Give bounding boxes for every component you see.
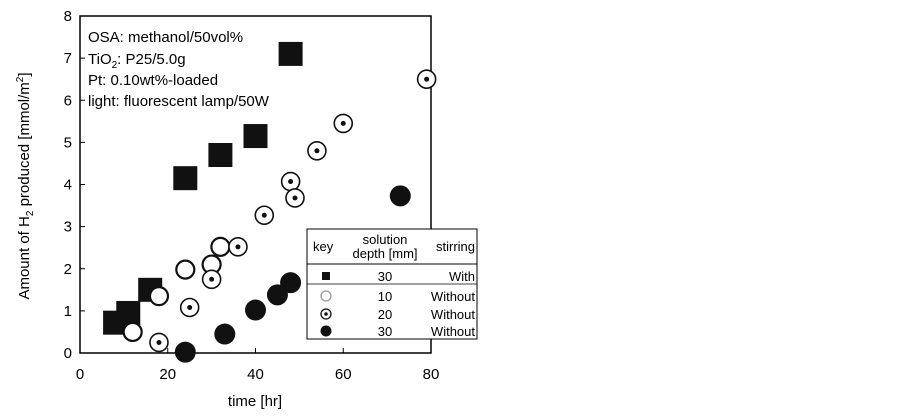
data-point-open-circle — [122, 321, 143, 343]
legend-depth: 30 — [378, 324, 392, 339]
x-tick-label: 80 — [423, 366, 440, 383]
annotation-light: light: fluorescent lamp/50W — [88, 93, 270, 110]
legend-rows: 30 With 10 Without 20 Without 30 Without — [320, 269, 475, 339]
y-tick-label: 0 — [64, 345, 72, 362]
data-point-dot-circle — [333, 113, 354, 134]
data-points — [103, 41, 437, 363]
legend-marker-open-circle — [320, 290, 332, 302]
x-axis-title: time [hr] — [228, 393, 282, 410]
data-point-square — [173, 166, 198, 191]
y-tick-label: 7 — [64, 50, 72, 67]
y-tick-label: 4 — [64, 177, 72, 194]
y-tick-label: 5 — [64, 134, 72, 151]
legend-row-dot-circle: 20 Without — [320, 307, 475, 322]
y-tick-label: 3 — [64, 219, 72, 236]
data-point-filled-circle — [174, 341, 196, 363]
legend-row-filled-circle: 30 Without — [320, 324, 475, 339]
annotation-pt: Pt: 0.10wt%-loaded — [88, 72, 218, 89]
x-axis: 0 20 40 60 80 — [76, 348, 440, 383]
data-point-dot-circle — [201, 269, 222, 290]
data-point-open-circle — [175, 259, 196, 280]
legend-header-depth-line1: solution — [363, 232, 408, 247]
legend-header-key: key — [313, 239, 334, 254]
data-point-dot-circle — [285, 188, 305, 208]
legend-marker-filled-circle — [320, 325, 332, 337]
legend: key solution depth [mm] stirring 30 With 1… — [306, 228, 478, 340]
data-point-dot-circle — [280, 171, 301, 192]
x-tick-label: 60 — [335, 366, 352, 383]
legend-stirring: Without — [431, 289, 475, 304]
data-point-filled-circle — [245, 299, 266, 321]
x-tick-label: 40 — [247, 366, 264, 383]
data-point-square — [278, 41, 303, 66]
data-point-dot-circle — [228, 237, 248, 257]
y-axis: 0 1 2 3 4 5 6 7 8 — [64, 8, 85, 362]
annotation-osa: OSA: methanol/50vol% — [88, 29, 243, 46]
data-point-square — [116, 300, 141, 325]
data-point-square — [208, 143, 233, 168]
y-axis-title: Amount of H2 produced [mmol/m2] — [15, 72, 36, 299]
legend-stirring: Without — [431, 307, 475, 322]
y-tick-label: 8 — [64, 8, 72, 25]
legend-header-stirring: stirring — [436, 239, 475, 254]
data-point-dot-circle — [254, 205, 275, 226]
annotation-block: OSA: methanol/50vol% TiO2: P25/5.0g Pt: … — [88, 29, 270, 110]
data-point-dot-circle — [416, 69, 437, 89]
data-point-open-circle — [148, 286, 170, 307]
legend-row-square: 30 With — [322, 269, 475, 284]
legend-row-open-circle: 10 Without — [320, 289, 475, 304]
legend-stirring: Without — [431, 324, 475, 339]
legend-marker-dot-circle — [320, 308, 332, 320]
data-point-filled-circle — [389, 185, 411, 207]
y-tick-label: 6 — [64, 92, 72, 109]
x-tick-label: 20 — [159, 366, 176, 383]
data-point-filled-circle — [266, 284, 288, 306]
y-tick-label: 1 — [64, 303, 72, 320]
legend-header-depth-line2: depth [mm] — [352, 246, 417, 261]
legend-marker-square — [322, 272, 330, 280]
annotation-tio2: TiO2: P25/5.0g — [88, 51, 186, 71]
x-tick-label: 0 — [76, 366, 84, 383]
data-point-dot-circle — [307, 141, 327, 161]
legend-stirring: With — [449, 269, 475, 284]
legend-depth: 30 — [378, 269, 392, 284]
data-point-dot-circle — [179, 297, 200, 318]
data-point-open-circle — [210, 236, 231, 257]
data-point-filled-circle — [214, 323, 236, 345]
data-point-square — [243, 124, 268, 149]
data-point-dot-circle — [149, 332, 169, 353]
data-point-filled-circle — [280, 272, 302, 294]
legend-depth: 10 — [378, 289, 392, 304]
y-tick-label: 2 — [64, 261, 72, 278]
legend-depth: 20 — [378, 307, 392, 322]
